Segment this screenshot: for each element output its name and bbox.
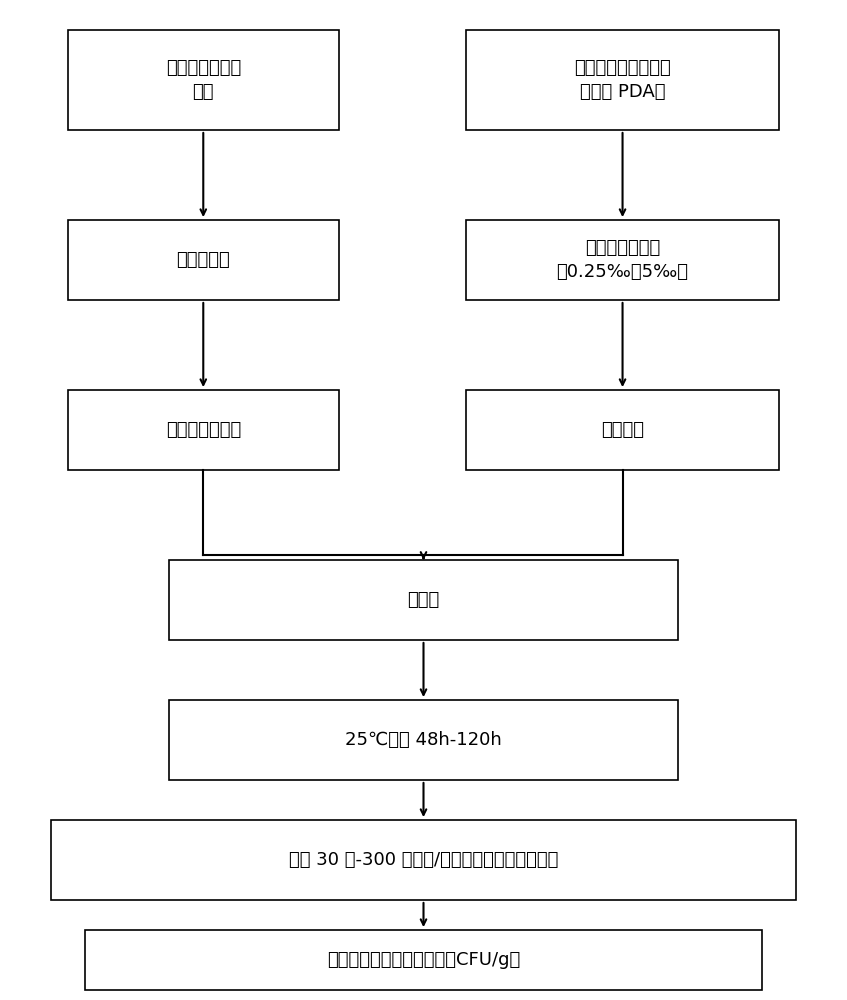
FancyBboxPatch shape <box>68 220 339 300</box>
Text: 真菌微生物农药
称样: 真菌微生物农药 称样 <box>166 59 241 101</box>
FancyBboxPatch shape <box>466 30 779 130</box>
Text: 选择 30 个-300 个菌落/皿的稀释度平板进行计数: 选择 30 个-300 个菌落/皿的稀释度平板进行计数 <box>289 851 558 869</box>
Text: 梯度孢子悬浮液: 梯度孢子悬浮液 <box>166 421 241 439</box>
FancyBboxPatch shape <box>85 930 762 990</box>
FancyBboxPatch shape <box>169 700 678 780</box>
Text: 加入脱氧胆酸钠
（0.25‰～5‰）: 加入脱氧胆酸钠 （0.25‰～5‰） <box>556 239 689 281</box>
Text: 无菌水稀释: 无菌水稀释 <box>176 251 230 269</box>
Text: 25℃培养 48h-120h: 25℃培养 48h-120h <box>345 731 502 749</box>
FancyBboxPatch shape <box>466 390 779 470</box>
FancyBboxPatch shape <box>466 220 779 300</box>
FancyBboxPatch shape <box>68 390 339 470</box>
Text: 带药平板: 带药平板 <box>601 421 644 439</box>
Text: 涂平板: 涂平板 <box>407 591 440 609</box>
Text: 计算样品中的活孢子含量（CFU/g）: 计算样品中的活孢子含量（CFU/g） <box>327 951 520 969</box>
FancyBboxPatch shape <box>169 560 678 640</box>
Text: 适宜该菌生长的培养
基（如 PDA）: 适宜该菌生长的培养 基（如 PDA） <box>574 59 671 101</box>
FancyBboxPatch shape <box>51 820 796 900</box>
FancyBboxPatch shape <box>68 30 339 130</box>
